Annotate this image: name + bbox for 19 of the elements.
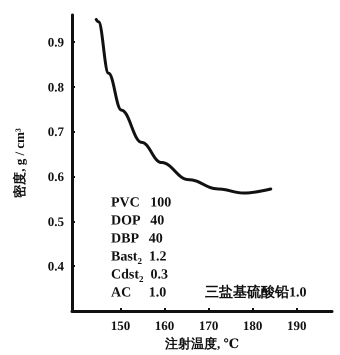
x-axis-title: 注射温度, ℃ (164, 336, 240, 351)
annotation: 三盐基硫酸铅1.0 (205, 284, 306, 300)
y-tick-label: 0.6 (48, 168, 64, 184)
annotation: DOP 40 (111, 214, 164, 228)
x-tick-label: 170 (198, 318, 218, 333)
annotation: DBP 40 (111, 232, 163, 246)
y-tick-label: 0.4 (48, 258, 64, 274)
x-tick-label: 160 (154, 318, 174, 333)
annotation: AC 1.0 (111, 286, 166, 300)
y-axis-title: 密度, g / cm³ (12, 128, 27, 198)
y-tick-label: 0.7 (48, 124, 64, 140)
line-series (94, 18, 272, 195)
annotation: PVC 100 (111, 196, 172, 210)
y-tick-label: 0.8 (48, 79, 64, 94)
x-tick-label: 180 (242, 318, 262, 333)
x-tick-label: 190 (286, 318, 306, 333)
y-tick-label: 0.9 (48, 34, 64, 50)
y-tick-label: 0.5 (48, 214, 64, 229)
x-tick-label: 150 (110, 318, 130, 333)
